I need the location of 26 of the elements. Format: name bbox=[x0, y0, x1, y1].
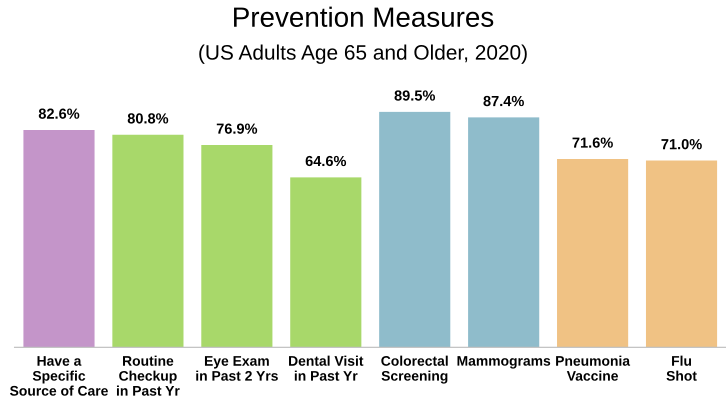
x-tick-label: Eye Exam in Past 2 Yrs bbox=[196, 356, 278, 381]
bar bbox=[112, 134, 184, 348]
chart-title: Prevention Measures bbox=[234, 6, 494, 27]
x-tick-label: Pneumonia Vaccine bbox=[556, 356, 630, 381]
data-label: 64.6% bbox=[306, 156, 346, 166]
x-tick-label: Flu Shot bbox=[666, 356, 697, 381]
x-tick-label: Dental Visit in Past Yr bbox=[289, 356, 364, 381]
bar bbox=[23, 130, 95, 348]
x-tick-label: Routine Checkup in Past Yr bbox=[116, 356, 180, 396]
data-label: 87.4% bbox=[483, 96, 524, 106]
x-tick-label: Mammograms bbox=[458, 356, 550, 369]
data-label: 89.5% bbox=[394, 90, 436, 101]
data-label: 76.9% bbox=[216, 124, 258, 134]
data-label: 82.6% bbox=[38, 108, 80, 119]
x-tick-label: Have a Specific Source of Care bbox=[10, 356, 108, 396]
bar bbox=[290, 177, 362, 348]
bar bbox=[201, 145, 272, 348]
bar bbox=[468, 117, 540, 348]
data-label: 71.0% bbox=[661, 139, 702, 150]
bar bbox=[379, 112, 450, 348]
chart-subtitle: (US Adults Age 65 and Older, 2020) bbox=[199, 44, 527, 64]
bar bbox=[557, 158, 628, 348]
data-label: 71.6% bbox=[572, 137, 613, 148]
x-tick-label: Colorectal Screening bbox=[381, 356, 448, 384]
data-label: 80.8% bbox=[128, 113, 168, 124]
bar bbox=[646, 160, 718, 348]
